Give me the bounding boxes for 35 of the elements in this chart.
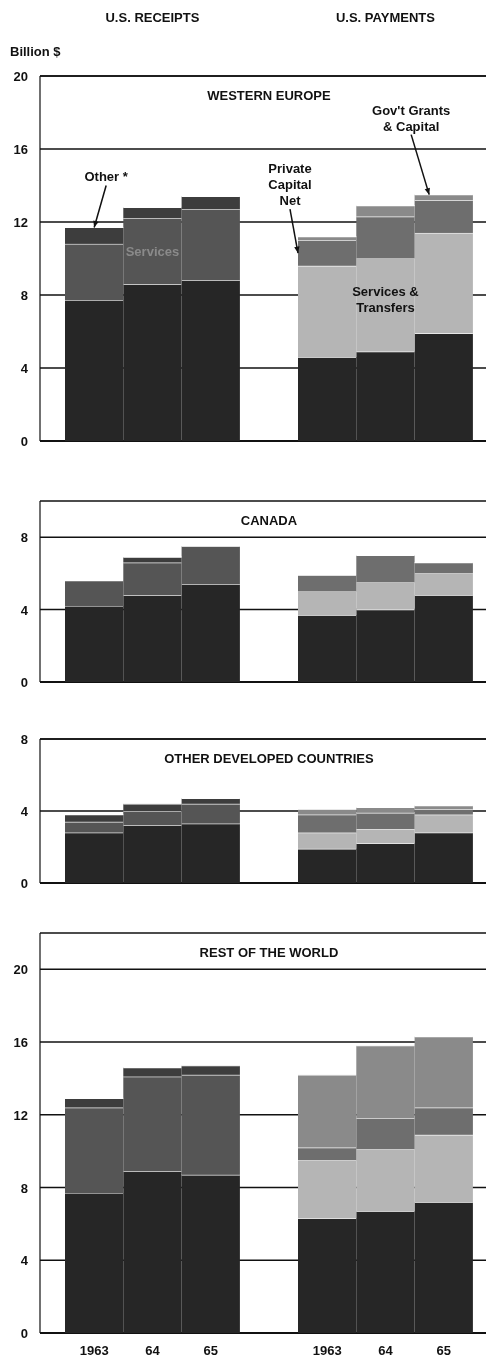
x-tick-label: 64 (145, 1343, 161, 1358)
y-tick-label: 8 (20, 288, 28, 303)
y-tick-label: 12 (13, 215, 28, 230)
y-tick-label: 16 (13, 142, 28, 157)
text: REST OF THE WORLD (199, 945, 339, 960)
x-tick-label: 64 (378, 1343, 394, 1358)
y-tick-label: 0 (20, 675, 28, 690)
y-tick-label: 4 (20, 602, 29, 618)
text: U.S. RECEIPTS (105, 10, 200, 25)
series-label: Services & Transfers (352, 284, 419, 316)
y-tick-label: 0 (20, 876, 28, 891)
y-tick-label: 12 (13, 1107, 28, 1123)
x-tick-label: 1963 (312, 1343, 342, 1358)
x-tick-label: 65 (436, 1343, 451, 1358)
y-tick-label: 20 (13, 69, 28, 84)
text: Private Capital Net (268, 161, 312, 209)
y-tick-label: 4 (20, 361, 29, 376)
y-tick-label: 16 (13, 1035, 28, 1051)
y-tick-label: 0 (20, 1326, 28, 1341)
y-tick-label: 4 (20, 1253, 29, 1269)
x-tick-label: 1963 (79, 1343, 109, 1358)
y-tick-label: 8 (20, 1180, 28, 1196)
text: OTHER DEVELOPED COUNTRIES (164, 751, 375, 766)
text: WESTERN EUROPE (207, 88, 332, 103)
y-tick-label: 20 (13, 962, 28, 978)
y-tick-label: 0 (20, 434, 28, 449)
text: CANADA (240, 513, 298, 528)
text: U.S. PAYMENTS (335, 10, 436, 25)
y-axis-title: Billion $ (10, 44, 62, 59)
y-tick-label: 8 (20, 530, 28, 546)
y-tick-label: 4 (20, 804, 29, 819)
series-label: Other * (84, 169, 129, 185)
text: Gov't Grants & Capital (372, 102, 451, 134)
y-tick-label: 8 (20, 732, 28, 747)
x-tick-label: 65 (203, 1343, 218, 1358)
